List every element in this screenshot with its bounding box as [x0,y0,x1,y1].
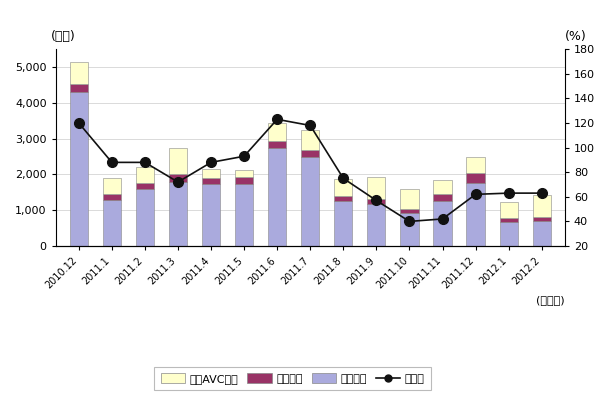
Bar [70,62,88,84]
Text: (億円): (億円) [51,30,75,43]
Bar [533,195,551,217]
Bar [533,217,551,221]
Bar [235,177,253,184]
Bar [500,222,518,246]
Legend: カーAVC機器, 音声機器, 映像機器, 前年比: カーAVC機器, 音声機器, 映像機器, 前年比 [154,367,431,390]
Bar [434,180,451,194]
Bar [136,190,154,246]
Bar [70,92,88,246]
Bar [467,173,485,183]
Bar [334,179,353,196]
Bar [202,169,220,178]
Bar [136,167,154,183]
Bar [169,148,187,174]
Bar [70,84,88,92]
Bar [400,213,418,246]
Bar [202,178,220,184]
Bar [301,130,320,150]
Bar [367,199,386,204]
Bar [334,200,353,246]
Bar [301,156,320,246]
Bar [500,218,518,222]
Bar [102,178,121,194]
Bar [533,221,551,246]
Bar [367,177,386,199]
Bar [102,194,121,200]
Text: (%): (%) [565,30,587,43]
Bar [268,148,286,246]
Bar [500,202,518,218]
Bar [169,182,187,246]
Bar [268,122,286,141]
Bar [235,184,253,246]
Bar [400,189,418,209]
Bar [202,184,220,246]
Bar [102,200,121,246]
Bar [136,183,154,190]
Bar [467,183,485,246]
Bar [169,174,187,182]
Bar [334,196,353,200]
Bar [400,209,418,213]
Bar [235,170,253,177]
Bar [301,150,320,156]
Bar [268,141,286,148]
Bar [467,157,485,173]
Bar [367,204,386,246]
Bar [434,194,451,200]
Bar [434,200,451,246]
Text: (年・月): (年・月) [536,295,565,305]
